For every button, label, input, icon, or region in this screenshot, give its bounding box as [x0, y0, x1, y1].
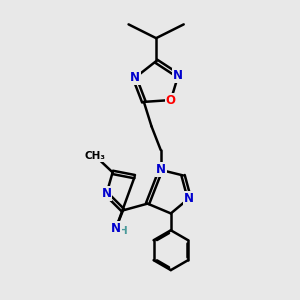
Text: N: N	[111, 224, 120, 234]
Text: H: H	[119, 226, 128, 236]
Text: N: N	[130, 71, 140, 85]
Text: O: O	[166, 94, 176, 106]
Text: N: N	[184, 192, 194, 205]
Text: N: N	[156, 164, 166, 176]
Text: N: N	[101, 187, 112, 200]
Text: CH₃: CH₃	[85, 151, 106, 161]
Text: N: N	[111, 222, 121, 235]
Text: N: N	[173, 69, 183, 82]
